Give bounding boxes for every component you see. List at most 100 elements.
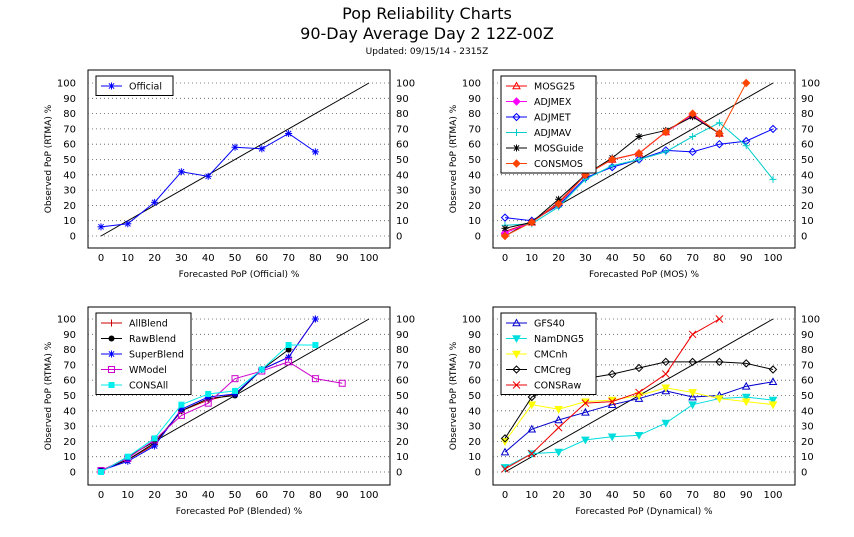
data-point — [178, 401, 185, 408]
legend-entry: AllBlend — [101, 319, 168, 330]
series-official — [97, 129, 319, 231]
legend-entry: SuperBlend — [101, 350, 184, 361]
plot-frame — [87, 306, 391, 486]
y-tick-label-left: 40 — [468, 406, 481, 417]
legend-box — [500, 75, 597, 174]
data-point — [527, 401, 537, 410]
y-tick-label-right: 80 — [396, 109, 409, 120]
y-tick-label-left: 80 — [63, 109, 76, 120]
y-tick-label-left: 50 — [63, 155, 76, 166]
series-namdng5 — [500, 393, 778, 472]
x-tick-label: 20 — [552, 253, 565, 264]
legend-entry: CONSAll — [101, 381, 168, 392]
y-tick-label-left: 100 — [57, 315, 76, 326]
data-point — [124, 220, 132, 228]
data-point — [285, 358, 293, 366]
x-tick-label: 100 — [359, 490, 378, 501]
y-tick-label-right: 100 — [396, 315, 415, 326]
y-tick-label-left: 0 — [70, 468, 76, 479]
legend-label: CONSMOS — [534, 159, 583, 170]
data-point — [527, 392, 537, 402]
x-tick-label: 30 — [175, 253, 188, 264]
legend-label: WModel — [129, 365, 167, 376]
legend-entry: WModel — [101, 365, 167, 376]
legend-label: CONSAll — [129, 381, 168, 392]
data-point — [662, 148, 670, 156]
legend-entry: Official — [101, 82, 162, 93]
y-tick-label-right: 60 — [396, 140, 409, 151]
series-cmcnh — [500, 384, 778, 446]
figure-titles: Pop Reliability Charts 90-Day Average Da… — [0, 0, 854, 58]
data-point — [554, 405, 563, 414]
x-axis-title: Forecasted PoP (Official) % — [179, 270, 300, 280]
y-tick-label-right: 10 — [396, 452, 409, 463]
x-tick-label: 100 — [359, 253, 378, 264]
data-point — [608, 397, 617, 406]
x-tick-label: 10 — [121, 253, 134, 264]
y-tick-label-left: 50 — [63, 391, 76, 402]
y-tick-label-right: 100 — [801, 79, 820, 90]
x-tick-label: 30 — [579, 490, 592, 501]
y-tick-label-left: 0 — [70, 232, 76, 243]
data-point — [581, 407, 590, 416]
y-tick-label-left: 100 — [57, 79, 76, 90]
data-point — [634, 394, 644, 402]
legend-label: SuperBlend — [129, 350, 184, 361]
updated-timestamp: Updated: 09/15/14 - 2315Z — [365, 47, 489, 57]
legend-label: ADJMAV — [534, 128, 572, 139]
chart-panel-3: 0102030405060708090100010203040506070809… — [44, 306, 415, 517]
y-tick-label-right: 20 — [396, 201, 409, 212]
y-tick-label-right: 30 — [396, 422, 409, 433]
y-tick-label-right: 60 — [396, 376, 409, 387]
y-tick-label-right: 100 — [396, 79, 415, 90]
y-tick-label-left: 40 — [63, 406, 76, 417]
data-point — [768, 365, 778, 374]
legend-entry: CONSMOS — [506, 159, 583, 170]
data-point — [715, 119, 723, 127]
y-tick-label-right: 70 — [801, 360, 814, 371]
y-tick-label-left: 30 — [468, 186, 481, 197]
data-point — [124, 453, 131, 460]
y-tick-label-left: 50 — [468, 155, 481, 166]
data-point — [768, 124, 778, 134]
data-point — [258, 366, 265, 373]
x-tick-label: 10 — [121, 490, 134, 501]
data-point — [768, 401, 778, 410]
y-tick-label-right: 90 — [801, 330, 814, 341]
x-tick-label: 40 — [606, 490, 619, 501]
y-tick-label-left: 20 — [468, 201, 481, 212]
y-tick-label-left: 90 — [468, 330, 481, 341]
y-tick-label-left: 20 — [63, 437, 76, 448]
data-point — [285, 346, 292, 353]
data-point — [177, 411, 185, 419]
data-point — [232, 387, 238, 394]
page-title: Pop Reliability Charts — [342, 4, 512, 23]
legend-entry: GFS40 — [506, 318, 565, 330]
legend-label: MOSGuide — [534, 144, 584, 155]
data-point — [311, 315, 319, 323]
y-tick-label-right: 10 — [801, 452, 814, 463]
data-point — [635, 388, 643, 397]
data-point — [231, 375, 239, 383]
data-point — [177, 168, 185, 176]
x-tick-label: 80 — [309, 253, 322, 264]
data-point — [581, 436, 590, 445]
x-tick-label: 70 — [686, 490, 699, 501]
legend-entry: ADJMAV — [506, 128, 572, 139]
y-tick-label-left: 30 — [63, 422, 76, 433]
legend-label: MOSG25 — [534, 82, 575, 93]
data-point — [635, 133, 643, 141]
legend-entry: ADJMEX — [506, 97, 572, 108]
y-tick-label-left: 70 — [468, 124, 481, 135]
y-tick-label-left: 10 — [63, 452, 76, 463]
legend-box — [95, 75, 174, 96]
series-consraw — [501, 315, 724, 473]
legend-label: CMCnh — [534, 350, 568, 361]
series-line — [100, 361, 343, 471]
y-tick-label-right: 90 — [396, 330, 409, 341]
y-tick-label-right: 40 — [396, 406, 409, 417]
y-tick-label-left: 70 — [63, 360, 76, 371]
data-point — [501, 224, 509, 232]
y-tick-label-left: 30 — [468, 422, 481, 433]
y-tick-label-right: 20 — [801, 437, 814, 448]
